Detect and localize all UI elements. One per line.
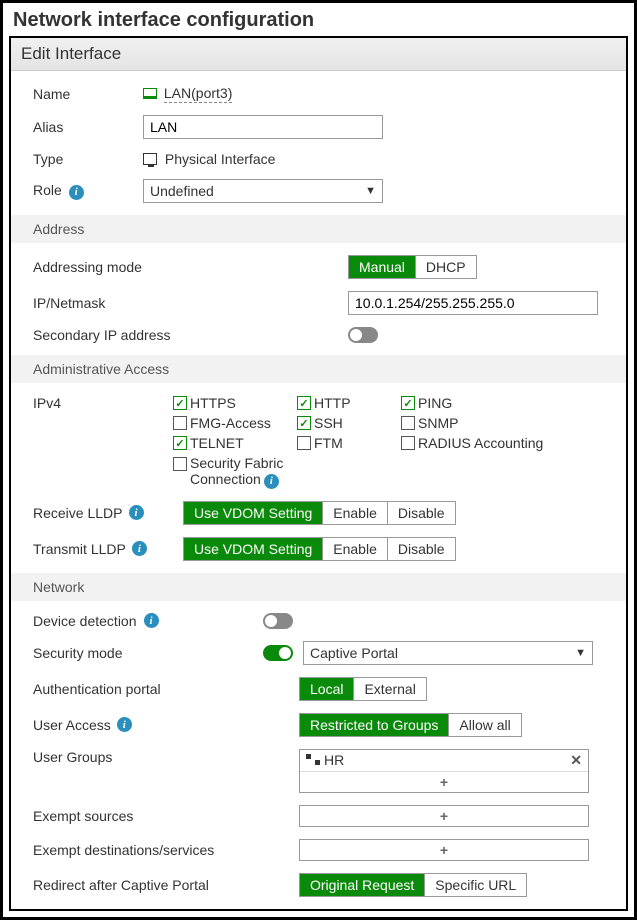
role-label: Role i [33,182,143,200]
ipv4-label: IPv4 [33,395,173,411]
user-access-label: User Access i [33,717,299,733]
receive-lldp-enable[interactable]: Enable [323,502,388,524]
device-detection-label: Device detection i [33,613,263,629]
receive-lldp-label: Receive LLDP i [33,505,183,521]
auth-portal-group: Local External [299,677,427,701]
page-title: Network interface configuration [3,3,634,36]
redirect-original[interactable]: Original Request [300,874,425,896]
chk-http[interactable]: HTTP [297,395,397,411]
add-group-button[interactable]: + [300,771,588,792]
chk-fmg[interactable]: FMG-Access [173,415,293,431]
ip-netmask-label: IP/Netmask [33,295,348,311]
role-select[interactable]: Undefined ▼ [143,179,383,203]
info-icon[interactable]: i [129,505,144,520]
chk-telnet[interactable]: TELNET [173,435,293,451]
redirect-specific[interactable]: Specific URL [425,874,526,896]
transmit-lldp-group: Use VDOM Setting Enable Disable [183,537,456,561]
name-value: LAN(port3) [143,85,604,103]
chevron-down-icon: ▼ [575,647,586,659]
ip-netmask-input[interactable] [348,291,598,315]
chk-ftm[interactable]: FTM [297,435,397,451]
group-icon [306,754,320,765]
chk-ping[interactable]: PING [401,395,551,411]
type-value: Physical Interface [143,151,604,167]
addressing-mode-dhcp[interactable]: DHCP [416,256,476,278]
receive-lldp-vdom[interactable]: Use VDOM Setting [184,502,323,524]
transmit-lldp-vdom[interactable]: Use VDOM Setting [184,538,323,560]
chk-security-fabric[interactable]: Security Fabric Connectioni [173,455,333,489]
info-icon[interactable]: i [132,541,147,556]
secondary-ip-toggle[interactable] [348,327,378,343]
auth-portal-local[interactable]: Local [300,678,354,700]
redirect-label: Redirect after Captive Portal [33,877,299,893]
address-section-header: Address [11,215,626,243]
info-icon[interactable]: i [117,717,132,732]
user-groups-box[interactable]: HR ✕ + [299,749,589,793]
exempt-sources-label: Exempt sources [33,808,299,824]
name-label: Name [33,86,143,102]
secondary-ip-label: Secondary IP address [33,327,348,343]
transmit-lldp-disable[interactable]: Disable [388,538,455,560]
redirect-group: Original Request Specific URL [299,873,527,897]
alias-input[interactable] [143,115,383,139]
exempt-sources-add[interactable]: + [299,805,589,827]
security-mode-label: Security mode [33,645,263,661]
security-mode-toggle[interactable] [263,645,293,661]
receive-lldp-group: Use VDOM Setting Enable Disable [183,501,456,525]
type-label: Type [33,151,143,167]
user-access-restricted[interactable]: Restricted to Groups [300,714,449,736]
addressing-mode-group: Manual DHCP [348,255,477,279]
addressing-mode-label: Addressing mode [33,259,348,275]
chk-snmp[interactable]: SNMP [401,415,551,431]
receive-lldp-disable[interactable]: Disable [388,502,455,524]
exempt-dest-add[interactable]: + [299,839,589,861]
info-icon[interactable]: i [69,185,84,200]
chk-https[interactable]: HTTPS [173,395,293,411]
info-icon[interactable]: i [144,613,159,628]
info-icon[interactable]: i [264,474,279,489]
addressing-mode-manual[interactable]: Manual [349,256,416,278]
security-mode-select[interactable]: Captive Portal ▼ [303,641,593,665]
chevron-down-icon: ▼ [365,185,376,197]
user-groups-label: User Groups [33,749,299,765]
panel-header: Edit Interface [11,38,626,71]
chk-ssh[interactable]: SSH [297,415,397,431]
physical-interface-icon [143,153,157,165]
transmit-lldp-label: Transmit LLDP i [33,541,183,557]
user-access-allowall[interactable]: Allow all [449,714,520,736]
exempt-dest-label: Exempt destinations/services [33,842,299,858]
user-access-group: Restricted to Groups Allow all [299,713,522,737]
transmit-lldp-enable[interactable]: Enable [323,538,388,560]
auth-portal-external[interactable]: External [354,678,425,700]
device-detection-toggle[interactable] [263,613,293,629]
remove-group-icon[interactable]: ✕ [570,752,582,769]
admin-access-section-header: Administrative Access [11,355,626,383]
network-section-header: Network [11,573,626,601]
auth-portal-label: Authentication portal [33,681,299,697]
alias-label: Alias [33,119,143,135]
interface-icon [143,88,157,99]
ipv4-options-grid: HTTPS HTTP PING FMG-Access SSH SNMP TELN… [173,395,551,451]
chk-radius[interactable]: RADIUS Accounting [401,435,551,451]
